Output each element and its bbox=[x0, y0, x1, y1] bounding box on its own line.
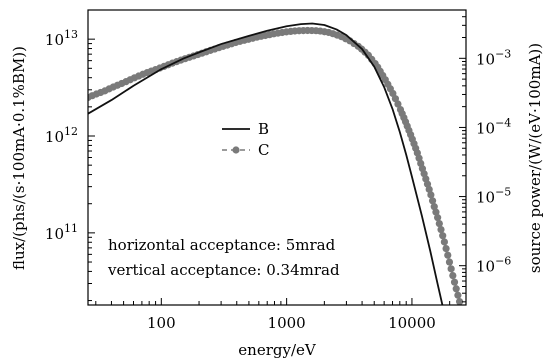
legend-label-c: C bbox=[258, 141, 269, 159]
series-c-point bbox=[447, 265, 455, 273]
series-c-point bbox=[435, 219, 443, 228]
series-c-point bbox=[427, 191, 435, 199]
series-c-point bbox=[430, 203, 438, 211]
series-c-point bbox=[439, 232, 447, 240]
y-right-tick-label: 10−6 bbox=[476, 255, 511, 276]
y-left-tick-label: 1013 bbox=[45, 28, 78, 49]
x-tick-label: 1000 bbox=[268, 314, 306, 332]
series-c-point bbox=[442, 244, 450, 253]
series-c-point bbox=[440, 238, 448, 246]
legend: B C bbox=[222, 120, 269, 159]
series-b-line bbox=[88, 22, 444, 305]
series-c-point bbox=[455, 298, 464, 305]
series-c-point bbox=[454, 291, 462, 299]
legend-swatch-c-marker bbox=[232, 146, 240, 154]
x-axis: 100 1000 10000 bbox=[95, 298, 451, 332]
series-c-point bbox=[394, 100, 402, 108]
y-axis-left: 1011 1012 1013 bbox=[45, 9, 95, 302]
series-c-point bbox=[445, 258, 454, 266]
series-c-point bbox=[452, 285, 460, 293]
annotation-vertical-acceptance: vertical acceptance: 0.34mrad bbox=[107, 261, 340, 279]
y-right-tick-label: 10−4 bbox=[476, 116, 511, 137]
y-axis-right-title: source power/(W/(eV·100mA)) bbox=[526, 43, 544, 273]
y-axis-left-title: flux/(phs/(s·100mA·0.1%BM)) bbox=[10, 46, 28, 270]
y-right-tick-label: 10−3 bbox=[476, 47, 511, 68]
series-c-point bbox=[425, 185, 433, 193]
x-tick-label: 10000 bbox=[388, 314, 436, 332]
series-c-point bbox=[444, 251, 452, 259]
plot-area bbox=[88, 10, 466, 305]
y-right-tick-label: 10−5 bbox=[476, 186, 511, 207]
series-c-point bbox=[428, 197, 437, 205]
series-c-point bbox=[449, 271, 457, 280]
y-left-tick-label: 1011 bbox=[45, 222, 78, 243]
x-tick-label: 100 bbox=[147, 314, 176, 332]
series-c-point bbox=[434, 214, 442, 222]
series-c-point bbox=[450, 278, 459, 286]
x-axis-title: energy/eV bbox=[238, 341, 317, 359]
y-left-tick-label: 1012 bbox=[45, 125, 78, 146]
annotation-horizontal-acceptance: horizontal acceptance: 5mrad bbox=[108, 236, 336, 254]
series-c-point bbox=[437, 225, 445, 234]
legend-label-b: B bbox=[258, 120, 269, 138]
series-layer bbox=[88, 22, 464, 305]
series-c-point bbox=[432, 208, 440, 216]
y-axis-right: 10−6 10−5 10−4 10−3 bbox=[459, 9, 511, 303]
